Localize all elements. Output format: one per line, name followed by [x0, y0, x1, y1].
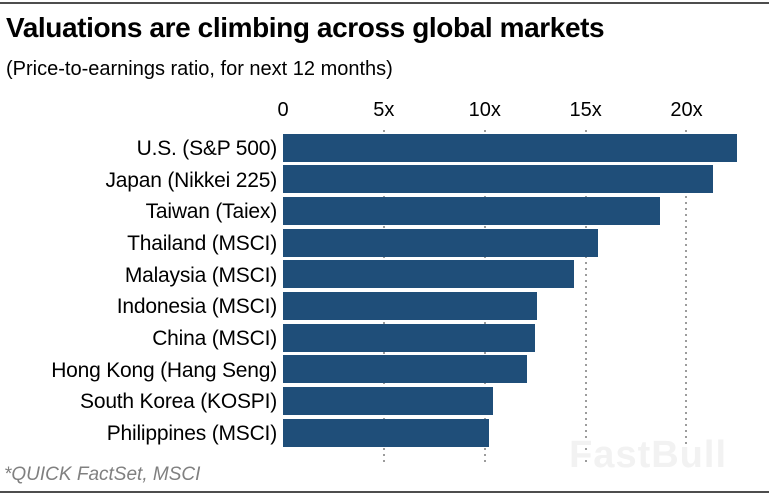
category-label: Thailand (MSCI)	[127, 231, 277, 255]
bar	[283, 165, 713, 194]
bar	[283, 291, 538, 320]
axis-tick-label: 15x	[569, 99, 602, 121]
axis-tick-label: 20x	[670, 99, 703, 121]
bar	[283, 323, 536, 352]
bar-row	[283, 133, 745, 166]
axis-tick-label: 0	[277, 99, 289, 121]
chart-subtitle: (Price-to-earnings ratio, for next 12 mo…	[6, 58, 393, 80]
plot-area	[283, 130, 745, 463]
bar-row	[283, 165, 745, 197]
x-axis: 0 5x 10x 15x 20x	[277, 99, 745, 125]
category-labels: U.S. (S&P 500) Japan (Nikkei 225) Taiwan (…	[0, 133, 277, 450]
bar-row	[283, 418, 745, 451]
category-label: U.S. (S&P 500)	[136, 136, 278, 160]
bar-row	[283, 260, 745, 292]
category-label: Indonesia (MSCI)	[116, 295, 277, 319]
bar	[283, 418, 489, 447]
category-label: Taiwan (Taiex)	[145, 200, 278, 224]
bar	[283, 355, 528, 384]
bar	[283, 387, 493, 415]
category-label: China (MSCI)	[152, 326, 277, 350]
bar-row	[283, 291, 745, 324]
bars-group	[283, 133, 745, 451]
top-rule	[0, 2, 769, 4]
bar-row	[283, 196, 745, 229]
category-label: Hong Kong (Hang Seng)	[51, 358, 277, 382]
category-label: Philippines (MSCI)	[106, 422, 277, 446]
axis-tick-label: 10x	[468, 99, 501, 121]
gridline	[685, 130, 688, 463]
bar	[283, 133, 737, 162]
bar-row	[283, 387, 745, 419]
bar	[283, 260, 574, 289]
bar-row	[283, 323, 745, 356]
bar	[283, 196, 661, 225]
chart-title: Valuations are climbing across global ma…	[6, 12, 605, 43]
category-label: South Korea (KOSPI)	[80, 390, 277, 414]
bottom-rule	[0, 491, 769, 493]
category-label: Japan (Nikkei 225)	[105, 168, 278, 192]
bar-row	[283, 355, 745, 387]
category-label: Malaysia (MSCI)	[124, 263, 277, 287]
watermark: FastBull	[569, 434, 727, 476]
bar-row	[283, 228, 745, 261]
bar	[283, 228, 598, 257]
axis-tick-label: 5x	[373, 99, 395, 121]
gridline	[584, 130, 587, 463]
source-note: *QUICK FactSet, MSCI	[4, 464, 201, 485]
